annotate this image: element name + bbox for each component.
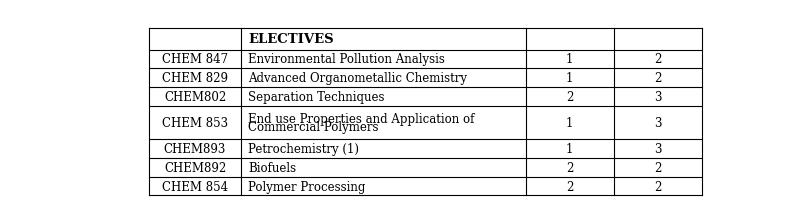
- Text: 2: 2: [566, 161, 574, 174]
- Text: Polymer Processing: Polymer Processing: [248, 180, 366, 193]
- Text: 3: 3: [654, 143, 662, 155]
- Text: 2: 2: [654, 53, 662, 66]
- Text: CHEM 847: CHEM 847: [162, 53, 228, 66]
- Text: 2: 2: [566, 90, 574, 103]
- Text: ELECTIVES: ELECTIVES: [248, 33, 334, 46]
- Text: 2: 2: [654, 161, 662, 174]
- Text: 1: 1: [566, 143, 574, 155]
- Text: Separation Techniques: Separation Techniques: [248, 90, 385, 103]
- Text: Advanced Organometallic Chemistry: Advanced Organometallic Chemistry: [248, 72, 467, 85]
- Text: CHEM893: CHEM893: [164, 143, 226, 155]
- Text: CHEM 829: CHEM 829: [162, 72, 228, 85]
- Text: Environmental Pollution Analysis: Environmental Pollution Analysis: [248, 53, 445, 66]
- Text: End use Properties and Application of: End use Properties and Application of: [248, 112, 474, 125]
- Text: 3: 3: [654, 90, 662, 103]
- Text: 3: 3: [654, 116, 662, 129]
- Text: Biofuels: Biofuels: [248, 161, 296, 174]
- Text: CHEM802: CHEM802: [164, 90, 226, 103]
- Text: CHEM 854: CHEM 854: [162, 180, 228, 193]
- Text: Commercial Polymers: Commercial Polymers: [248, 121, 379, 133]
- Text: Petrochemistry (1): Petrochemistry (1): [248, 143, 359, 155]
- Text: 1: 1: [566, 116, 574, 129]
- Text: 1: 1: [566, 72, 574, 85]
- Text: CHEM892: CHEM892: [164, 161, 226, 174]
- Text: 2: 2: [654, 72, 662, 85]
- Text: 1: 1: [566, 53, 574, 66]
- Text: 2: 2: [566, 180, 574, 193]
- Text: CHEM 853: CHEM 853: [162, 116, 228, 129]
- Text: 2: 2: [654, 180, 662, 193]
